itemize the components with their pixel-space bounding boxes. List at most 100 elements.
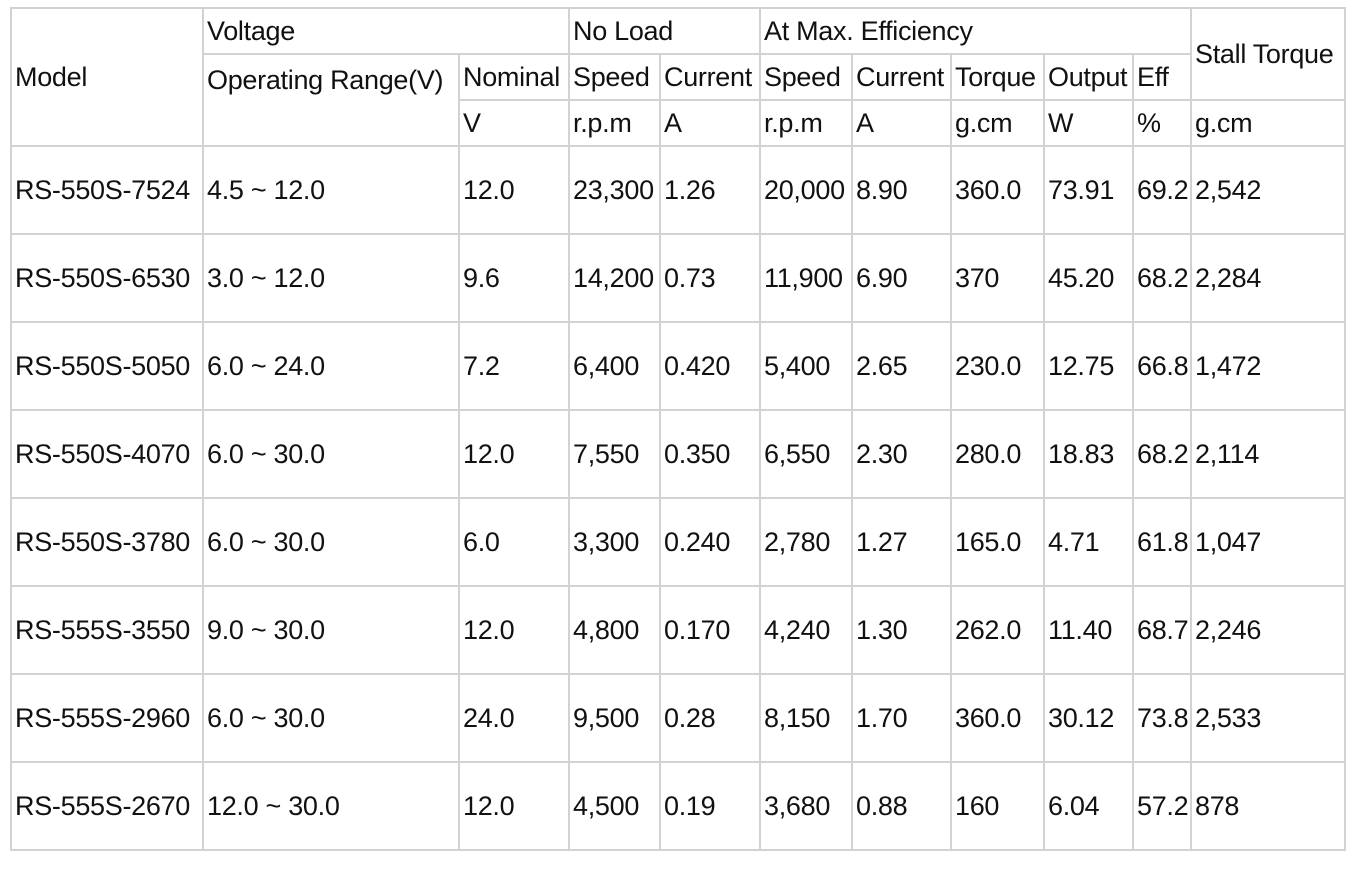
cell-no-load-current: 0.240: [659, 497, 761, 587]
header-voltage: Voltage: [202, 7, 570, 55]
unit-no-load-speed: r.p.m: [568, 99, 661, 147]
cell-max-eff-current: 1.70: [851, 673, 952, 763]
cell-max-eff-speed: 4,240: [759, 585, 853, 675]
cell-operating-range: 9.0 ~ 30.0: [202, 585, 460, 675]
cell-model: RS-550S-4070: [10, 409, 204, 499]
cell-max-eff-output: 11.40: [1043, 585, 1134, 675]
cell-max-eff-torque: 230.0: [950, 321, 1045, 411]
cell-model: RS-550S-6530: [10, 233, 204, 323]
header-max-eff-current: Current: [851, 53, 952, 101]
cell-nominal: 24.0: [458, 673, 570, 763]
cell-nominal: 6.0: [458, 497, 570, 587]
cell-model: RS-550S-5050: [10, 321, 204, 411]
cell-max-eff-output: 45.20: [1043, 233, 1134, 323]
unit-no-load-current: A: [659, 99, 761, 147]
header-model: Model: [10, 7, 204, 147]
cell-max-eff-torque: 165.0: [950, 497, 1045, 587]
cell-no-load-speed: 7,550: [568, 409, 661, 499]
table-row: RS-550S-4070 6.0 ~ 30.0 12.0 7,550 0.350…: [10, 409, 1346, 499]
header-operating-range: Operating Range(V): [202, 53, 460, 147]
cell-stall-torque: 2,542: [1190, 145, 1346, 235]
cell-model: RS-550S-3780: [10, 497, 204, 587]
cell-max-eff-eff: 68.7: [1132, 585, 1192, 675]
cell-max-eff-speed: 20,000: [759, 145, 853, 235]
cell-no-load-speed: 23,300: [568, 145, 661, 235]
cell-model: RS-555S-3550: [10, 585, 204, 675]
cell-stall-torque: 2,114: [1190, 409, 1346, 499]
cell-nominal: 12.0: [458, 761, 570, 851]
cell-max-eff-current: 1.30: [851, 585, 952, 675]
cell-max-eff-torque: 370: [950, 233, 1045, 323]
cell-max-eff-speed: 8,150: [759, 673, 853, 763]
cell-no-load-speed: 6,400: [568, 321, 661, 411]
cell-no-load-current: 0.73: [659, 233, 761, 323]
table-row: RS-555S-3550 9.0 ~ 30.0 12.0 4,800 0.170…: [10, 585, 1346, 675]
cell-max-eff-speed: 3,680: [759, 761, 853, 851]
header-no-load: No Load: [568, 7, 761, 55]
cell-max-eff-torque: 360.0: [950, 145, 1045, 235]
cell-max-eff-torque: 160: [950, 761, 1045, 851]
table-row: RS-555S-2960 6.0 ~ 30.0 24.0 9,500 0.28 …: [10, 673, 1346, 763]
unit-nominal: V: [458, 99, 570, 147]
cell-nominal: 7.2: [458, 321, 570, 411]
cell-nominal: 9.6: [458, 233, 570, 323]
cell-max-eff-speed: 6,550: [759, 409, 853, 499]
cell-max-eff-eff: 73.8: [1132, 673, 1192, 763]
cell-max-eff-speed: 5,400: [759, 321, 853, 411]
cell-no-load-current: 0.170: [659, 585, 761, 675]
cell-no-load-current: 1.26: [659, 145, 761, 235]
unit-max-eff-speed: r.p.m: [759, 99, 853, 147]
cell-max-eff-output: 73.91: [1043, 145, 1134, 235]
cell-stall-torque: 878: [1190, 761, 1346, 851]
cell-nominal: 12.0: [458, 409, 570, 499]
unit-max-eff-current: A: [851, 99, 952, 147]
header-max-eff-speed: Speed: [759, 53, 853, 101]
cell-no-load-speed: 9,500: [568, 673, 661, 763]
unit-max-eff-output: W: [1043, 99, 1134, 147]
cell-stall-torque: 1,472: [1190, 321, 1346, 411]
cell-no-load-current: 0.19: [659, 761, 761, 851]
cell-stall-torque: 2,246: [1190, 585, 1346, 675]
unit-max-eff-torque: g.cm: [950, 99, 1045, 147]
cell-operating-range: 12.0 ~ 30.0: [202, 761, 460, 851]
cell-model: RS-550S-7524: [10, 145, 204, 235]
table-row: RS-550S-7524 4.5 ~ 12.0 12.0 23,300 1.26…: [10, 145, 1346, 235]
header-row-columns: Operating Range(V) Nominal Speed Current…: [11, 53, 1345, 147]
cell-max-eff-eff: 69.2: [1132, 145, 1192, 235]
header-max-efficiency: At Max. Efficiency: [759, 7, 1192, 55]
cell-operating-range: 3.0 ~ 12.0: [202, 233, 460, 323]
header-row-units: V r.p.m A r.p.m A g.cm W % g.cm: [11, 99, 1346, 147]
cell-operating-range: 6.0 ~ 30.0: [202, 409, 460, 499]
cell-max-eff-eff: 66.8: [1132, 321, 1192, 411]
table-header: Model Voltage No Load At Max. Efficiency…: [10, 7, 1346, 147]
cell-max-eff-current: 2.30: [851, 409, 952, 499]
cell-max-eff-torque: 262.0: [950, 585, 1045, 675]
cell-max-eff-eff: 68.2: [1132, 409, 1192, 499]
header-no-load-speed: Speed: [568, 53, 661, 101]
cell-no-load-speed: 14,200: [568, 233, 661, 323]
cell-no-load-current: 0.350: [659, 409, 761, 499]
cell-max-eff-speed: 2,780: [759, 497, 853, 587]
cell-max-eff-eff: 61.8: [1132, 497, 1192, 587]
table-row: RS-555S-2670 12.0 ~ 30.0 12.0 4,500 0.19…: [10, 761, 1346, 851]
cell-no-load-speed: 4,500: [568, 761, 661, 851]
cell-no-load-speed: 3,300: [568, 497, 661, 587]
header-no-load-current: Current: [659, 53, 761, 101]
cell-max-eff-eff: 57.2: [1132, 761, 1192, 851]
cell-no-load-speed: 4,800: [568, 585, 661, 675]
cell-operating-range: 6.0 ~ 30.0: [202, 673, 460, 763]
unit-stall-torque: g.cm: [1190, 99, 1346, 147]
cell-max-eff-output: 30.12: [1043, 673, 1134, 763]
cell-operating-range: 6.0 ~ 30.0: [202, 497, 460, 587]
cell-operating-range: 6.0 ~ 24.0: [202, 321, 460, 411]
cell-max-eff-output: 4.71: [1043, 497, 1134, 587]
cell-max-eff-eff: 68.2: [1132, 233, 1192, 323]
cell-no-load-current: 0.28: [659, 673, 761, 763]
cell-max-eff-output: 18.83: [1043, 409, 1134, 499]
cell-max-eff-torque: 360.0: [950, 673, 1045, 763]
cell-max-eff-current: 8.90: [851, 145, 952, 235]
header-max-eff-torque: Torque: [950, 53, 1045, 101]
header-max-eff-eff: Eff: [1132, 53, 1192, 101]
cell-max-eff-torque: 280.0: [950, 409, 1045, 499]
cell-nominal: 12.0: [458, 145, 570, 235]
